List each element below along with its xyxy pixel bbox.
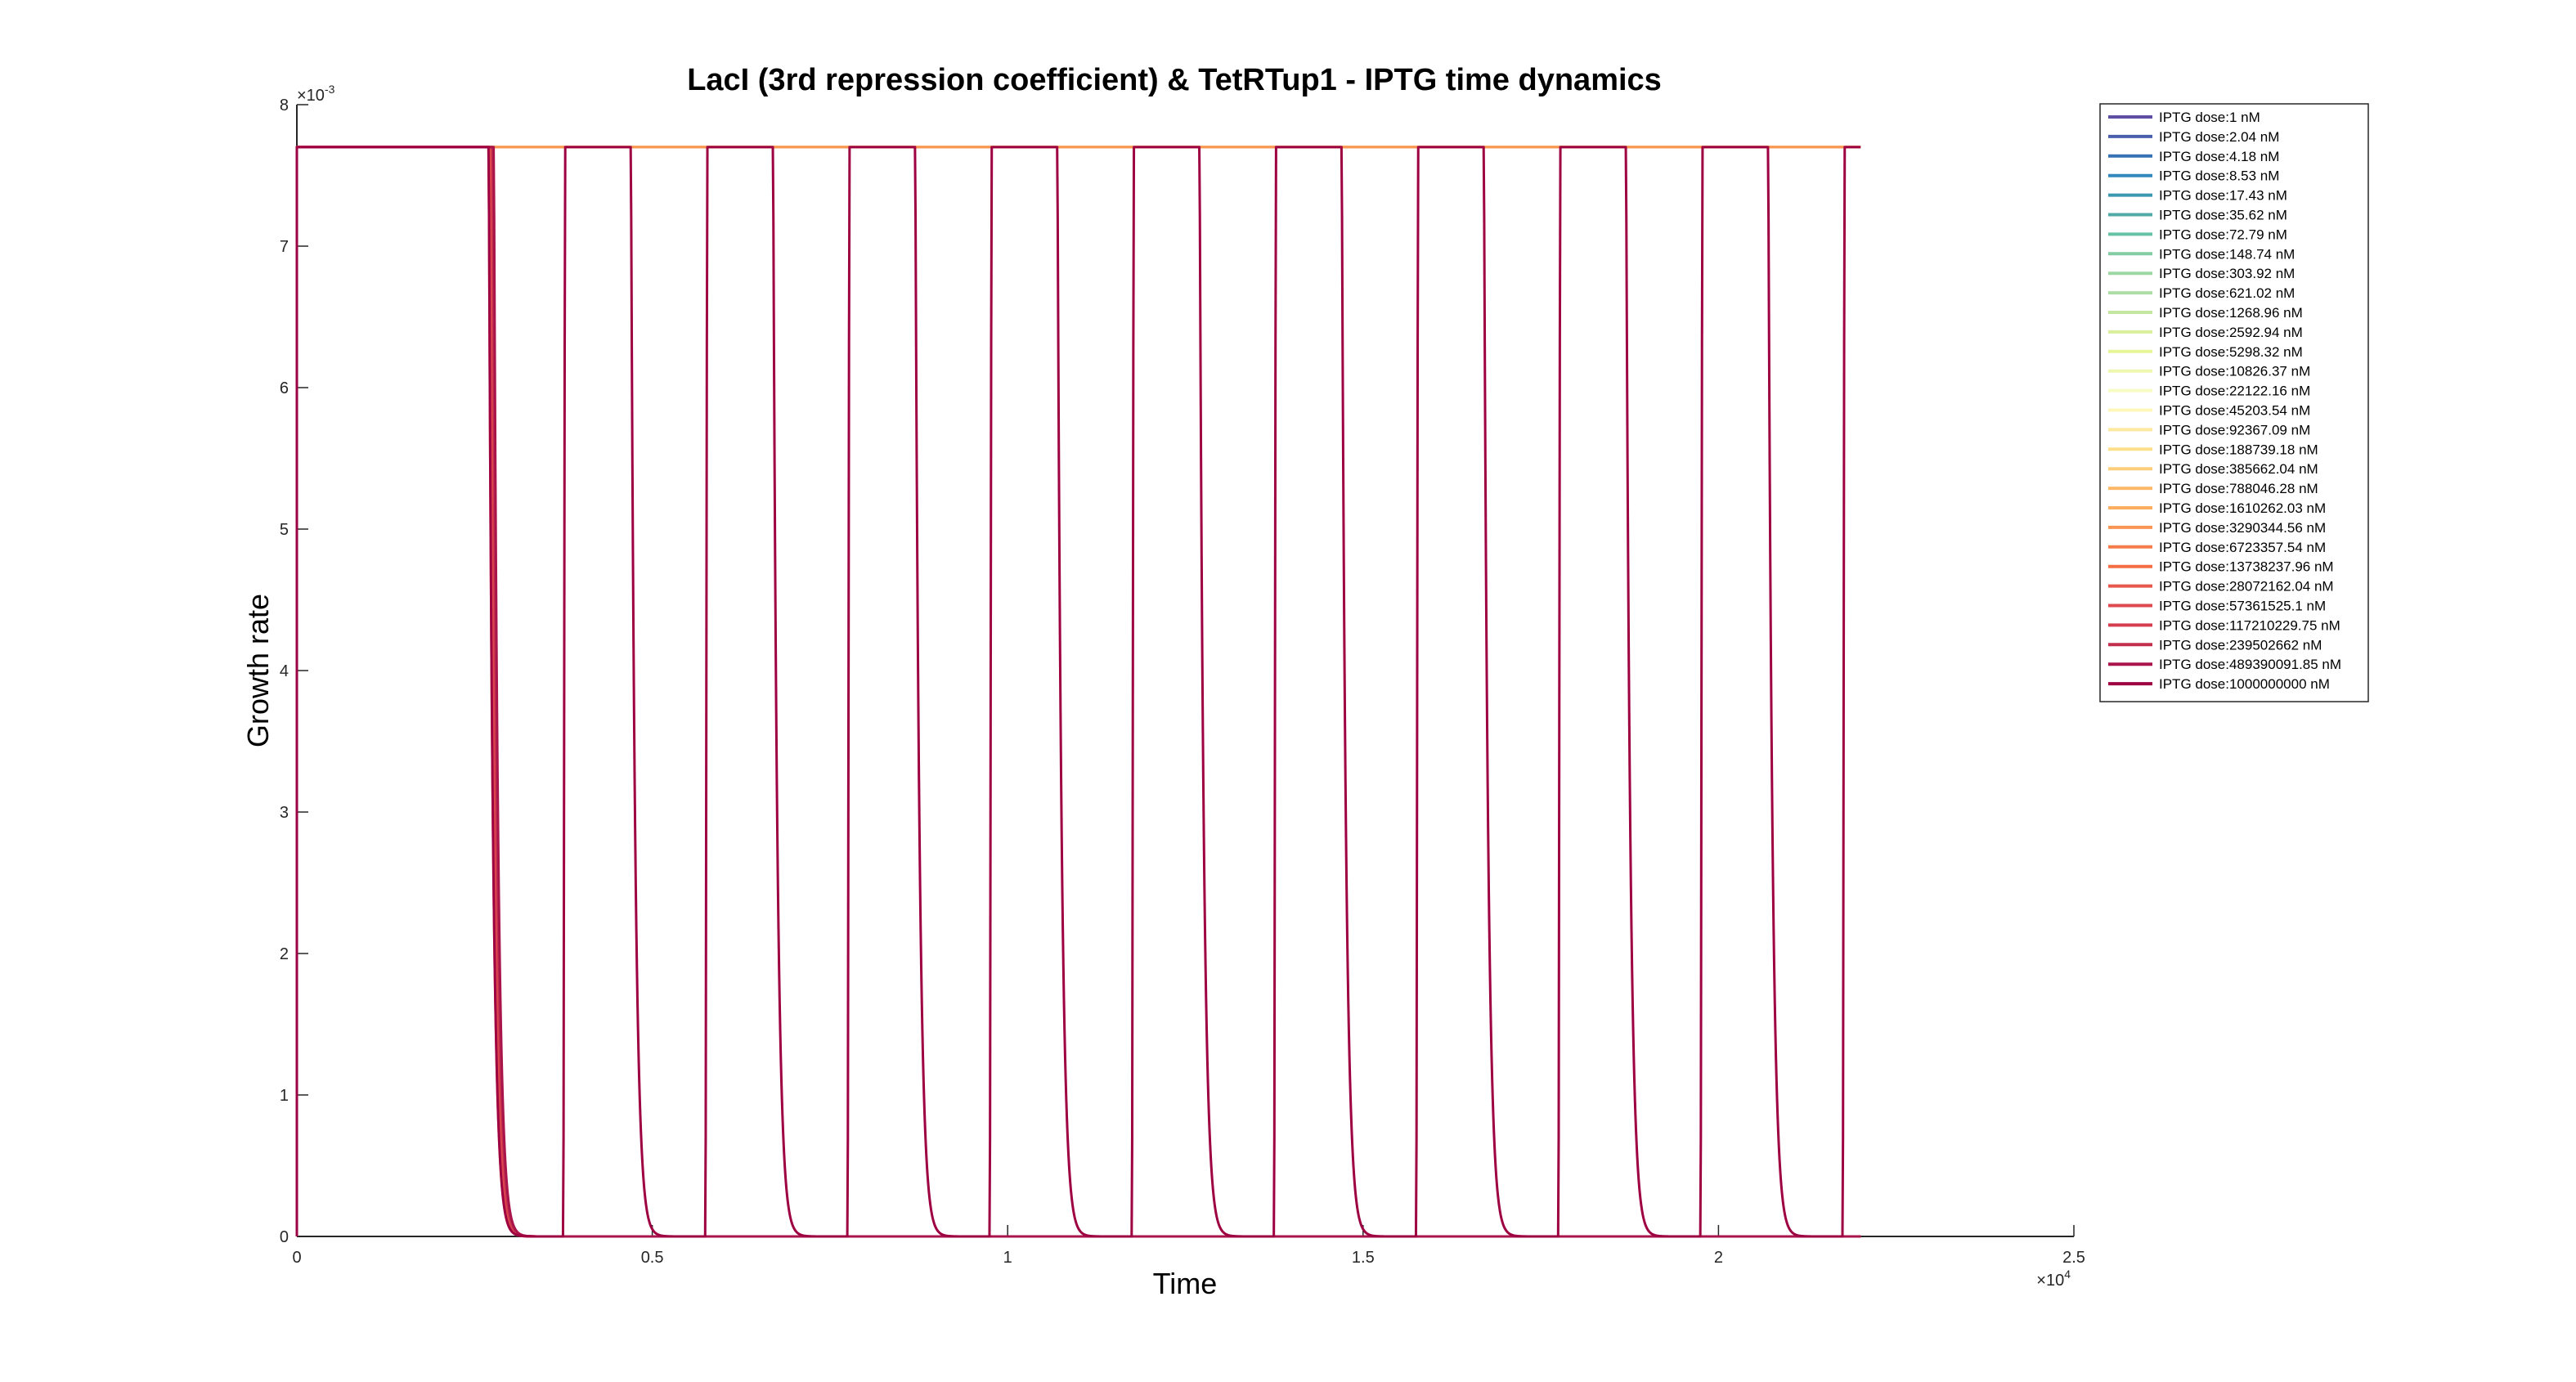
y-tick-label: 7 <box>280 238 289 256</box>
y-tick-label: 3 <box>280 804 289 822</box>
y-tick-label: 0 <box>280 1228 289 1246</box>
chart-title: LacI (3rd repression coefficient) & TetR… <box>687 63 1662 97</box>
legend-label: IPTG dose:239502662 nM <box>2159 637 2322 653</box>
y-tick-label: 5 <box>280 521 289 539</box>
legend-label: IPTG dose:1610262.03 nM <box>2159 500 2326 516</box>
legend-label: IPTG dose:35.62 nM <box>2159 208 2287 223</box>
legend-label: IPTG dose:2592.94 nM <box>2159 325 2303 340</box>
legend-label: IPTG dose:1268.96 nM <box>2159 305 2303 321</box>
x-multiplier-label: ×104 <box>2036 1268 2071 1290</box>
y-multiplier-label: ×10-3 <box>297 83 335 105</box>
x-tick-label: 2 <box>1714 1249 1723 1267</box>
legend-label: IPTG dose:1 nM <box>2159 110 2260 125</box>
legend-label: IPTG dose:10826.37 nM <box>2159 364 2310 379</box>
y-tick-label: 6 <box>280 379 289 397</box>
legend-label: IPTG dose:489390091.85 nM <box>2159 657 2341 672</box>
legend-label: IPTG dose:8.53 nM <box>2159 168 2279 184</box>
legend-label: IPTG dose:45203.54 nM <box>2159 403 2310 419</box>
x-tick-label: 2.5 <box>2062 1249 2085 1267</box>
legend-label: IPTG dose:2.04 nM <box>2159 129 2279 145</box>
legend-label: IPTG dose:22122.16 nM <box>2159 384 2310 399</box>
series-line <box>295 146 1862 1238</box>
y-tick-label: 4 <box>280 662 289 680</box>
y-axis-label: Growth rate <box>241 594 275 747</box>
legend-label: IPTG dose:148.74 nM <box>2159 246 2295 262</box>
x-axis-label: Time <box>1153 1267 1218 1300</box>
legend-label: IPTG dose:621.02 nM <box>2159 285 2295 301</box>
legend-label: IPTG dose:385662.04 nM <box>2159 461 2318 477</box>
legend-label: IPTG dose:5298.32 nM <box>2159 344 2303 360</box>
legend-label: IPTG dose:117210229.75 nM <box>2159 617 2340 633</box>
x-tick-label: 0.5 <box>641 1249 664 1267</box>
y-ticks: 0 1 2 3 4 5 6 7 8 <box>280 96 308 1246</box>
y-tick-label: 1 <box>280 1087 289 1105</box>
x-tick-label: 1.5 <box>1352 1249 1375 1267</box>
legend-label: IPTG dose:188739.18 nM <box>2159 442 2318 457</box>
x-tick-label: 1 <box>1003 1249 1012 1267</box>
y-tick-label: 2 <box>280 945 289 963</box>
legend-label: IPTG dose:303.92 nM <box>2159 266 2295 281</box>
legend-label: IPTG dose:1000000000 nM <box>2159 676 2330 692</box>
legend-label: IPTG dose:3290344.56 nM <box>2159 520 2326 536</box>
legend-label: IPTG dose:72.79 nM <box>2159 227 2287 242</box>
legend-label: IPTG dose:6723357.54 nM <box>2159 540 2326 555</box>
legend-label: IPTG dose:17.43 nM <box>2159 188 2287 204</box>
legend-label: IPTG dose:92367.09 nM <box>2159 422 2310 437</box>
legend-box <box>2099 103 2369 702</box>
legend-items: IPTG dose:1 nM IPTG dose:2.04 nM IPTG dose… <box>2108 110 2341 692</box>
legend-label: IPTG dose:13738237.96 nM <box>2159 559 2334 575</box>
x-tick-label: 0 <box>292 1249 301 1267</box>
plot-area: 0 1 2 3 4 5 6 7 8 0 0.5 1 1.5 2 2.5 <box>280 96 2085 1267</box>
legend-label: IPTG dose:4.18 nM <box>2159 149 2279 164</box>
y-tick-label: 8 <box>280 96 289 114</box>
legend-label: IPTG dose:57361525.1 nM <box>2159 599 2326 614</box>
legend: IPTG dose:1 nM IPTG dose:2.04 nM IPTG dose… <box>2099 103 2369 702</box>
legend-label: IPTG dose:28072162.04 nM <box>2159 579 2334 595</box>
legend-label: IPTG dose:788046.28 nM <box>2159 481 2318 496</box>
series-lines <box>295 146 1862 1238</box>
